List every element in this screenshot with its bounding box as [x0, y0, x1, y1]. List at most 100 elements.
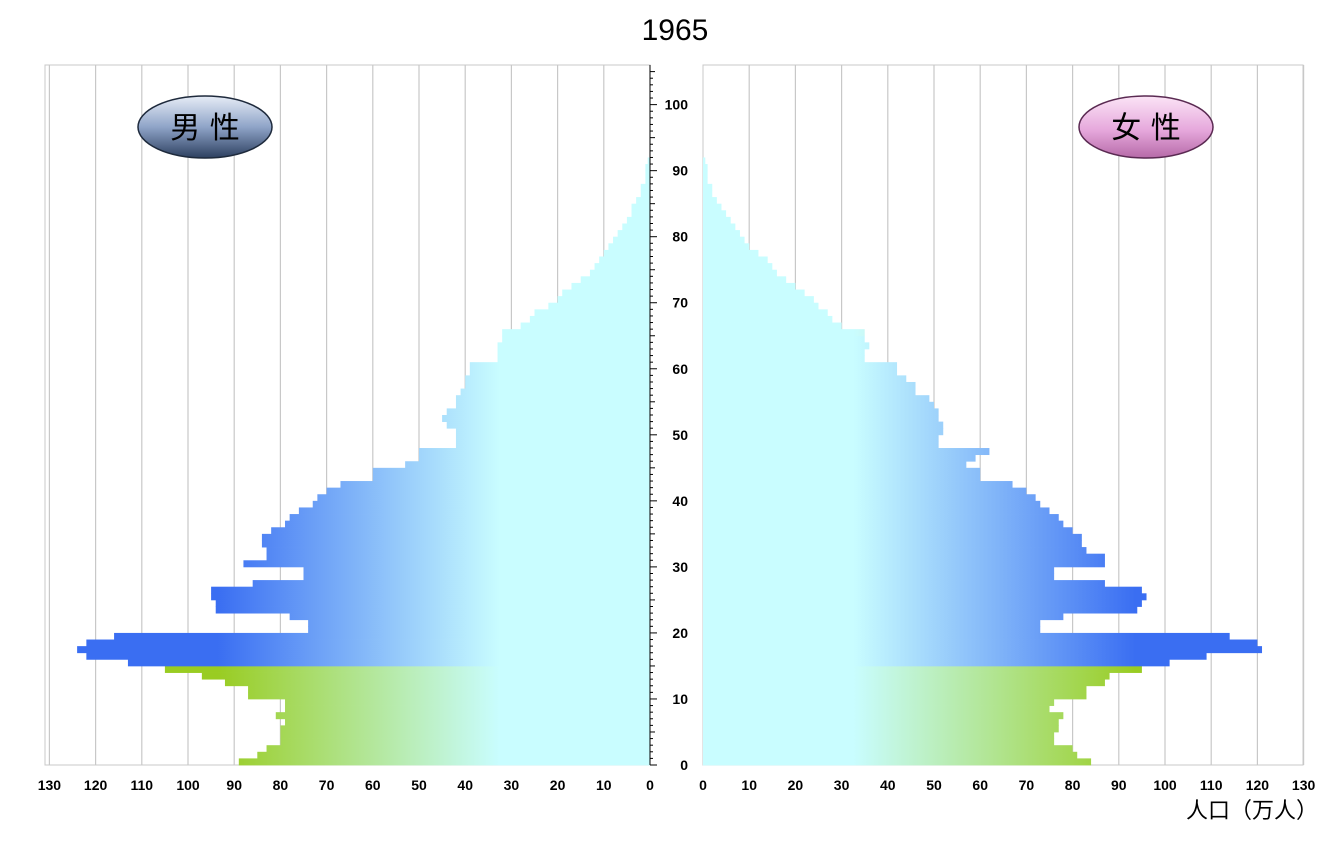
female-x-tick-label: 20: [788, 777, 804, 793]
male-bar-age-14: [164, 665, 650, 673]
female-bar-age-42: [703, 481, 1013, 489]
male-bar-age-2: [266, 745, 650, 753]
female-bar-age-89: [703, 170, 708, 178]
male-bar-age-87: [640, 183, 650, 191]
male-bar-age-32: [266, 547, 650, 555]
male-bar-age-52: [442, 415, 650, 423]
female-bar-age-51: [703, 421, 944, 429]
female-x-tick-label: 70: [1019, 777, 1035, 793]
male-bar-age-39: [312, 500, 650, 508]
male-bar-age-22: [289, 613, 650, 621]
female-bar-age-31: [703, 553, 1105, 561]
male-bar-age-28: [303, 573, 650, 581]
male-bar-age-24: [215, 599, 650, 607]
female-bar-age-67: [703, 315, 833, 323]
age-tick-label: 40: [672, 493, 688, 509]
female-bar-age-12: [703, 679, 1105, 687]
female-bars: [703, 157, 1263, 766]
male-bar-age-53: [446, 408, 650, 416]
female-bar-age-91: [703, 157, 706, 165]
male-bar-age-3: [280, 738, 650, 746]
male-bar-age-48: [455, 441, 650, 449]
male-bar-age-25: [211, 593, 650, 601]
male-x-tick-label: 10: [596, 777, 612, 793]
male-bar-age-72: [571, 282, 650, 290]
female-x-tick-label: 90: [1111, 777, 1127, 793]
male-bar-age-61: [497, 355, 650, 363]
female-bar-age-25: [703, 593, 1147, 601]
male-bar-age-0: [238, 758, 650, 766]
male-bar-age-79: [613, 236, 650, 244]
male-bar-age-90: [645, 164, 650, 172]
female-bar-age-56: [703, 388, 916, 396]
female-badge-shape: [1078, 95, 1214, 159]
male-bar-age-50: [455, 428, 650, 436]
male-bar-age-66: [520, 322, 650, 330]
male-bar-age-88: [645, 177, 650, 185]
female-bar-age-36: [703, 520, 1064, 528]
female-bar-age-16: [703, 652, 1207, 660]
male-bar-age-23: [215, 606, 650, 614]
female-bar-age-83: [703, 210, 727, 218]
female-bar-age-81: [703, 223, 736, 231]
male-bar-age-83: [631, 210, 650, 218]
male-bar-age-20: [308, 626, 650, 634]
female-label: 女 性: [1111, 111, 1181, 146]
male-x-tick-label: 60: [365, 777, 381, 793]
male-x-tick-label: 110: [131, 777, 154, 793]
female-bar-age-50: [703, 428, 944, 436]
female-bar-age-82: [703, 216, 731, 224]
age-tick-label: 10: [672, 691, 688, 707]
female-bar-age-74: [703, 269, 777, 277]
male-bar-age-76: [599, 256, 650, 264]
male-bar-age-80: [617, 230, 650, 238]
male-bar-age-59: [469, 368, 650, 376]
female-bar-age-5: [703, 725, 1059, 733]
male-bar-age-75: [594, 263, 650, 271]
female-bar-age-8: [703, 705, 1050, 713]
female-bar-age-80: [703, 230, 740, 238]
male-bar-age-5: [280, 725, 650, 733]
female-bar-age-58: [703, 375, 907, 383]
male-bar-age-15: [127, 659, 650, 667]
female-bar-age-30: [703, 560, 1105, 568]
male-bar-age-33: [261, 540, 650, 548]
female-x-tick-label: 110: [1200, 777, 1223, 793]
female-bar-age-17: [703, 646, 1263, 654]
male-bar-age-41: [326, 487, 650, 495]
male-bar-age-13: [201, 672, 651, 680]
male-bar-age-8: [285, 705, 650, 713]
female-bar-age-10: [703, 692, 1087, 700]
female-bar-age-66: [703, 322, 842, 330]
male-x-tick-label: 30: [504, 777, 520, 793]
female-x-tick-label: 0: [699, 777, 707, 793]
chart-title: 1965: [642, 14, 709, 47]
male-bars: [77, 157, 651, 766]
female-bar-age-3: [703, 738, 1055, 746]
male-bar-age-40: [317, 494, 650, 502]
male-bar-age-30: [243, 560, 650, 568]
male-x-tick-label: 20: [550, 777, 566, 793]
male-bar-age-57: [465, 381, 650, 389]
male-bar-age-84: [631, 203, 650, 211]
female-bar-age-37: [703, 514, 1059, 522]
female-bar-age-2: [703, 745, 1073, 753]
female-bar-age-46: [703, 454, 976, 462]
female-bar-age-63: [703, 342, 870, 350]
male-bar-age-89: [645, 170, 650, 178]
male-bar-age-10: [248, 692, 650, 700]
female-bar-age-1: [703, 751, 1078, 759]
male-bar-age-18: [86, 639, 651, 647]
male-bar-age-65: [502, 329, 650, 337]
male-bar-age-58: [465, 375, 650, 383]
female-bar-age-18: [703, 639, 1258, 647]
male-bar-age-43: [372, 474, 650, 482]
male-bar-age-68: [534, 309, 650, 317]
female-bar-age-20: [703, 626, 1041, 634]
female-badge: 女 性: [1078, 95, 1214, 159]
female-x-tick-label: 50: [926, 777, 942, 793]
male-bar-age-45: [405, 461, 650, 469]
female-bar-age-68: [703, 309, 828, 317]
male-bar-age-54: [455, 401, 650, 409]
male-bar-age-21: [308, 619, 650, 627]
